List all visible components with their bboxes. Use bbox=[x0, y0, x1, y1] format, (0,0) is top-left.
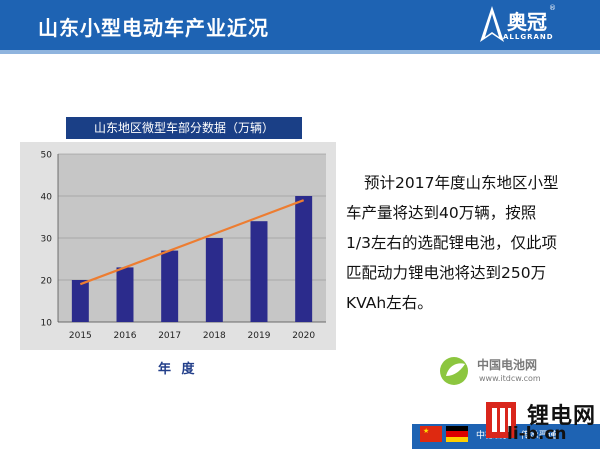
itdcw-watermark: 中国电池网 www.itdcw.com bbox=[437, 354, 547, 388]
bar-2019 bbox=[250, 221, 268, 322]
body-line: 1/3左右的选配锂电池，仅此项 bbox=[346, 234, 557, 252]
logo-subtitle: ALLGRAND bbox=[503, 33, 554, 41]
bar-2016 bbox=[116, 267, 134, 322]
logo-star-icon bbox=[480, 6, 504, 42]
slide-title: 山东小型电动车产业近况 bbox=[38, 16, 269, 40]
y-tick-label: 20 bbox=[41, 277, 53, 287]
bar-2018 bbox=[205, 238, 223, 322]
logo-brand-name: 奥冠 bbox=[507, 10, 547, 34]
x-tick-label: 2017 bbox=[158, 331, 181, 341]
germany-flag-icon bbox=[446, 426, 468, 442]
x-tick-label: 2018 bbox=[203, 331, 226, 341]
trend-line bbox=[79, 199, 305, 286]
header-underline bbox=[0, 50, 600, 54]
lib-site-name: 锂电网 bbox=[527, 404, 597, 429]
bar-2017 bbox=[161, 250, 179, 322]
leaf-logo-icon bbox=[440, 357, 468, 385]
y-tick-label: 10 bbox=[41, 319, 53, 329]
body-line: KVAh左右。 bbox=[346, 294, 433, 312]
itdcw-url: www.itdcw.com bbox=[479, 374, 541, 383]
y-tick-label: 30 bbox=[41, 235, 53, 245]
x-tick-label: 2015 bbox=[69, 331, 92, 341]
footer-slogan: 中德合资 · 传承严谨 bbox=[476, 431, 557, 441]
chart-title: 山东地区微型车部分数据（万辆） bbox=[66, 117, 302, 139]
bar-2020 bbox=[295, 196, 313, 322]
x-tick-label: 2016 bbox=[114, 331, 137, 341]
logo-registered-mark: ® bbox=[549, 4, 556, 12]
body-line: 预计2017年度山东地区小型 bbox=[364, 174, 559, 192]
header-bar bbox=[0, 0, 600, 50]
x-axis-label: 年 度 bbox=[158, 362, 198, 377]
body-line: 车产量将达到40万辆，按照 bbox=[346, 204, 537, 222]
body-line: 匹配动力锂电池将达到250万 bbox=[346, 264, 547, 282]
x-tick-label: 2019 bbox=[248, 331, 271, 341]
china-flag-icon: ★ bbox=[420, 426, 442, 442]
x-tick-label: 2020 bbox=[292, 331, 315, 341]
y-tick-label: 40 bbox=[41, 193, 53, 203]
bar-chart: 10 20 30 40 50 2015 2016 2017 2018 2019 2020 bbox=[41, 151, 326, 341]
body-paragraph: 预计2017年度山东地区小型 车产量将达到40万辆，按照 1/3左右的选配锂电池… bbox=[346, 168, 586, 318]
lib-url: li-b.cn bbox=[507, 424, 567, 444]
itdcw-site-name: 中国电池网 bbox=[477, 358, 538, 372]
lib-logo-icon bbox=[486, 402, 516, 438]
y-tick-label: 50 bbox=[41, 151, 53, 161]
company-logo: 奥冠 ® ALLGRAND bbox=[477, 4, 595, 46]
bar-2015 bbox=[71, 280, 89, 322]
